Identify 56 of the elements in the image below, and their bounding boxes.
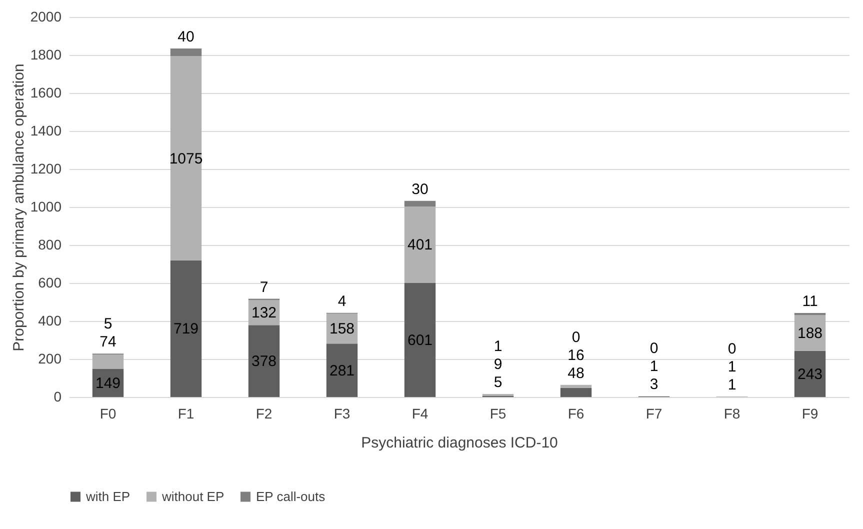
x-axis-title: Psychiatric diagnoses ICD-10 [361,434,558,452]
x-tick-label: F5 [490,406,506,422]
legend-label: EP call-outs [256,488,326,504]
y-tick-label: 0 [54,388,62,404]
y-tick-label: 800 [38,236,62,252]
y-tick-label: 1400 [30,122,62,138]
data-label: 1075 [169,150,203,168]
y-tick-label: 1000 [30,198,62,214]
legend-label: without EP [161,488,224,504]
data-label: 1 [728,358,736,376]
data-label: 281 [329,362,355,380]
data-label: 188 [797,324,823,342]
data-label: 30 [412,180,428,198]
data-label: 3 [650,376,658,394]
data-label: 149 [95,374,121,392]
y-axis-title: Proportion by primary ambulance operation [10,64,28,352]
x-tick-label: F6 [568,406,584,422]
data-label: 4 [338,292,346,310]
data-label: 48 [568,364,584,382]
data-label: 0 [728,340,736,358]
data-label: 16 [568,346,584,364]
x-tick-label: F2 [256,406,272,422]
data-label: 132 [251,304,277,322]
data-label: 0 [572,328,580,346]
data-label: 5 [494,374,502,392]
y-tick-label: 1600 [30,84,62,100]
y-tick-label: 2000 [30,8,62,24]
y-tick-label: 400 [38,312,62,328]
data-label: 7 [260,278,268,296]
data-label: 9 [494,356,502,374]
data-label: 0 [650,340,658,358]
x-tick-label: F3 [334,406,350,422]
data-label: 74 [100,334,116,351]
data-label: 1 [728,376,736,394]
data-label: 5 [104,316,112,333]
y-tick-label: 1200 [30,160,62,176]
x-tick-label: F7 [646,406,662,422]
data-label: 1 [494,338,502,356]
data-label: 243 [797,366,823,383]
x-tick-label: F4 [412,406,428,422]
data-label: 601 [407,332,433,349]
x-tick-label: F1 [178,406,194,422]
data-label: 40 [178,28,194,46]
legend-label: with EP [85,488,130,504]
data-label: 1 [650,358,658,376]
data-label: 158 [329,320,355,338]
x-tick-label: F8 [724,406,740,422]
data-label: 401 [407,236,433,254]
y-tick-label: 600 [38,274,62,290]
y-tick-label: 1800 [30,46,62,62]
y-tick-label: 200 [38,350,62,366]
x-tick-label: F9 [802,406,818,422]
data-label: 719 [173,320,199,338]
x-tick-label: F0 [100,406,116,422]
data-label: 11 [802,293,818,310]
data-label: 378 [251,353,277,370]
